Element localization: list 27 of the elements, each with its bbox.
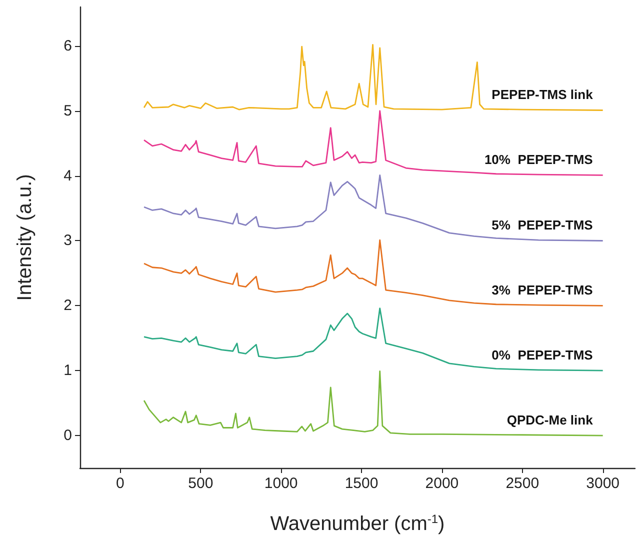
x-tick-label: 2000 [425, 475, 459, 492]
series-label: 0% PEPEP-TMS [492, 348, 594, 363]
y-axis-title: Intensity (a.u.) [14, 174, 36, 301]
x-tick-label: 0 [116, 475, 124, 492]
y-tick-label: 0 [64, 427, 72, 444]
y-tick-label: 3 [64, 232, 72, 250]
y-tick-label: 6 [64, 37, 72, 54]
x-tick-label: 500 [188, 475, 214, 492]
y-tick-label: 2 [64, 297, 72, 314]
series-label: 3% PEPEP-TMS [492, 282, 594, 298]
series-label: PEPEP-TMS link [492, 87, 594, 102]
line-series [143, 44, 604, 111]
x-tick-label: 1000 [264, 475, 298, 492]
series-label: 5% PEPEP-TMS [492, 218, 594, 233]
line-series [143, 110, 604, 176]
series-label: 10% PEPEP-TMS [484, 152, 594, 168]
line-series [143, 239, 604, 306]
line-series [143, 370, 604, 436]
x-tick-label: 2500 [506, 475, 540, 492]
x-tick-label: 3000 [586, 475, 620, 492]
line-series [143, 308, 604, 372]
y-tick-label: 1 [64, 362, 72, 380]
y-tick-label: 4 [64, 167, 72, 184]
x-tick-label: 1500 [344, 475, 378, 492]
series-label: QPDC-Me link [506, 412, 594, 428]
line-series [143, 174, 604, 242]
y-tick-label: 5 [64, 102, 72, 120]
